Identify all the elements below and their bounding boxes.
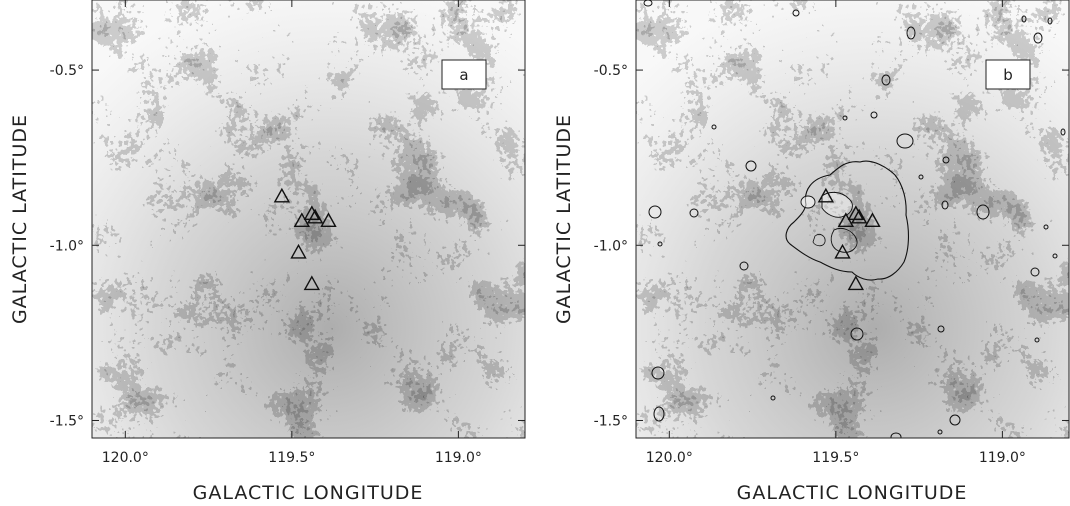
- x-tick-label: 120.0°: [102, 450, 149, 466]
- contour-blob: [651, 366, 665, 380]
- panel-label-box-a: [441, 59, 487, 90]
- contour-blob: [906, 26, 916, 40]
- contour-blob: [918, 174, 924, 180]
- contour-blob: [1021, 15, 1027, 23]
- contour-blob: [937, 429, 943, 435]
- panel-b: b 120.0° 119.5° 119.0° -0.5° -1.0° -1.5°…: [553, 0, 1070, 504]
- triangle-marker: [817, 187, 835, 203]
- triangle-marker: [847, 205, 865, 221]
- x-tick-label: 120.0°: [646, 450, 693, 466]
- contour-blob: [850, 327, 864, 341]
- contour-blob: [870, 111, 878, 119]
- ticks-b: [636, 0, 1069, 438]
- contour-blob: [842, 115, 848, 121]
- contour-blob: [800, 195, 816, 209]
- contour-main: [785, 160, 909, 281]
- markers-b: [817, 187, 881, 291]
- contour-blob: [976, 204, 990, 220]
- contour-inner: [830, 227, 858, 253]
- contour-blob: [1052, 253, 1058, 259]
- triangle-marker: [306, 208, 324, 224]
- plot-frame-a: [91, 0, 526, 439]
- y-axis-title-b: GALACTIC LATITUDE: [553, 114, 575, 324]
- triangle-marker: [303, 205, 321, 221]
- contour-blob: [890, 432, 902, 438]
- contour-blob: [770, 395, 776, 401]
- contours-b: [643, 0, 1066, 438]
- y-tick-label: -0.5°: [594, 63, 628, 79]
- x-axis-title-b: GALACTIC LONGITUDE: [737, 482, 968, 504]
- triangle-marker: [847, 275, 865, 291]
- contour-blob: [792, 9, 800, 17]
- triangle-marker: [864, 212, 881, 228]
- markers-a: [273, 187, 337, 291]
- contour-blob: [942, 156, 950, 164]
- contour-blob: [941, 200, 949, 210]
- x-axis-title-a: GALACTIC LONGITUDE: [193, 482, 424, 504]
- contour-blob: [657, 241, 663, 247]
- panel-a: a 120.0° 119.5° 119.0° -0.5° -1.0° -1.5°…: [9, 0, 526, 504]
- triangle-marker: [837, 212, 855, 228]
- contour-blob: [1043, 224, 1049, 230]
- y-tick-label: -1.0°: [594, 238, 628, 254]
- contour-blob: [1060, 128, 1066, 136]
- contour-blob: [745, 160, 757, 172]
- y-axis-title-a: GALACTIC LATITUDE: [9, 114, 31, 324]
- y-tick-label: -1.5°: [50, 413, 84, 429]
- ticks-a: [92, 0, 525, 438]
- y-tick-label: -1.5°: [594, 413, 628, 429]
- triangle-marker: [834, 243, 851, 259]
- contour-blob: [896, 133, 914, 149]
- contour-blob: [949, 414, 961, 426]
- x-tick-label: 119.0°: [979, 450, 1026, 466]
- triangle-marker: [273, 187, 291, 203]
- contour-blob: [881, 74, 891, 86]
- contour-blob: [689, 208, 699, 218]
- panel-label-box-b: [985, 59, 1031, 90]
- contour-blob: [653, 406, 665, 422]
- triangle-marker: [293, 212, 311, 228]
- x-tick-label: 119.0°: [435, 450, 482, 466]
- panel-label-a: a: [459, 66, 468, 84]
- x-tick-label: 119.5°: [268, 450, 315, 466]
- plot-frame-b: [635, 0, 1070, 439]
- contour-blob: [739, 261, 749, 271]
- triangle-marker: [303, 275, 321, 291]
- triangle-marker: [850, 208, 868, 224]
- contour-inner: [812, 234, 826, 247]
- contour-blob: [937, 325, 945, 333]
- contour-inner: [821, 191, 853, 218]
- y-tick-label: -0.5°: [50, 63, 84, 79]
- panel-label-b: b: [1003, 66, 1013, 84]
- y-tick-label: -1.0°: [50, 238, 84, 254]
- contour-blob: [1033, 32, 1043, 44]
- contour-blob: [643, 0, 653, 7]
- contour-blob: [648, 205, 662, 219]
- triangle-marker: [320, 212, 337, 228]
- contour-blob: [1034, 337, 1040, 343]
- triangle-marker: [290, 243, 307, 259]
- x-tick-label: 119.5°: [812, 450, 859, 466]
- contour-blob: [1030, 267, 1040, 277]
- contour-blob: [711, 124, 717, 130]
- contour-blob: [1047, 17, 1053, 25]
